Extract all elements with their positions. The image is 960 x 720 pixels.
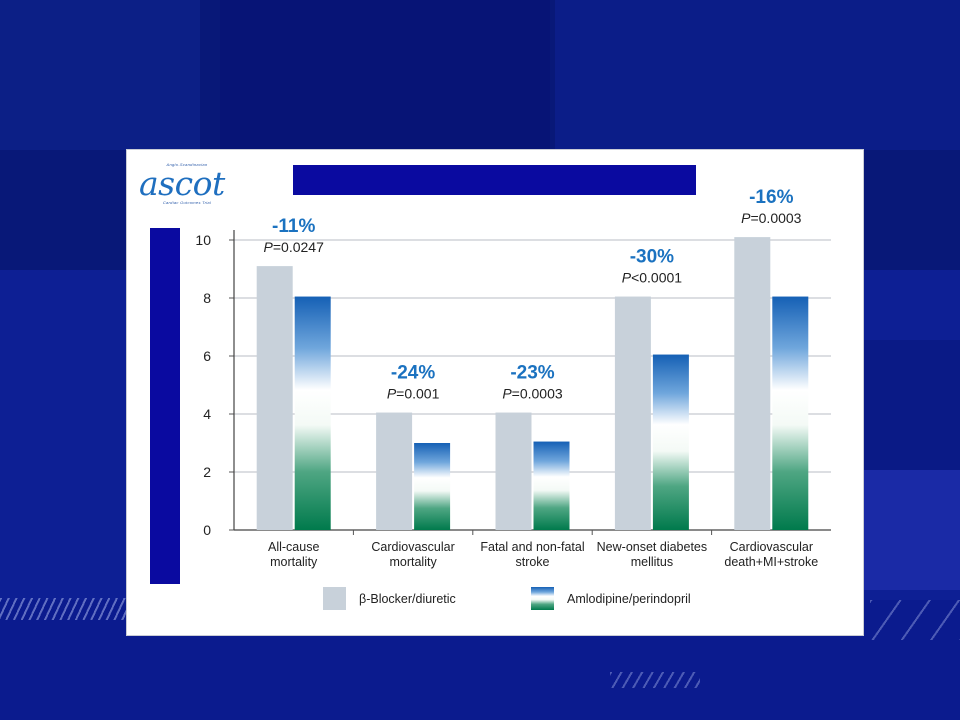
bar-chart: 0246810All-causemortality-11%P=0.0247Car… <box>195 187 831 610</box>
x-category-label: mellitus <box>631 555 673 569</box>
x-category-label: Cardiovascular <box>371 540 454 554</box>
background-block <box>220 0 550 150</box>
y-tick-label: 2 <box>203 464 211 480</box>
bar-amlodipine <box>294 296 331 530</box>
bar-amlodipine <box>533 441 570 530</box>
bar-beta-blocker <box>495 412 532 530</box>
x-category-label: Fatal and non-fatal <box>480 540 584 554</box>
x-category-label: Cardiovascular <box>730 540 813 554</box>
background-block <box>860 340 960 470</box>
y-tick-label: 10 <box>195 232 211 248</box>
bar-amlodipine <box>652 354 689 530</box>
legend-label-amlodipine: Amlodipine/perindopril <box>567 592 691 606</box>
percent-change-label: -11% <box>272 216 315 237</box>
bar-beta-blocker <box>614 296 651 530</box>
legend-swatch-amlodipine <box>531 587 554 610</box>
chart-title-placeholder <box>293 165 696 195</box>
bar-amlodipine <box>772 296 809 530</box>
ascot-logo: Anglo-Scandinavian ascot Cardiac Outcome… <box>137 160 237 208</box>
chart-panel: Anglo-Scandinavian ascot Cardiac Outcome… <box>126 149 864 636</box>
x-category-label: stroke <box>515 555 549 569</box>
decorative-stripes <box>870 600 960 640</box>
p-value-label: P=0.0247 <box>264 239 325 255</box>
x-category-label: All-cause <box>268 540 319 554</box>
x-category-label: New-onset diabetes <box>597 540 707 554</box>
x-category-label: mortality <box>389 555 437 569</box>
background-block <box>0 0 200 150</box>
percent-change-label: -30% <box>630 247 674 268</box>
legend-swatch-beta-blocker <box>323 587 346 610</box>
logo-tagline-top: Anglo-Scandinavian <box>166 162 208 167</box>
y-tick-label: 0 <box>203 522 211 538</box>
bar-amlodipine <box>414 443 451 530</box>
legend-label-beta-blocker: β-Blocker/diuretic <box>359 592 456 606</box>
bar-beta-blocker <box>376 412 413 530</box>
y-axis-label-placeholder <box>150 228 180 584</box>
percent-change-label: -23% <box>510 363 554 384</box>
p-value-label: P=0.001 <box>387 386 440 402</box>
decorative-stripes <box>610 672 700 688</box>
x-category-label: mortality <box>270 555 318 569</box>
percent-change-label: -16% <box>749 187 793 208</box>
background-block <box>860 470 960 590</box>
logo-wordmark: ascot <box>139 164 225 203</box>
bar-beta-blocker <box>734 237 771 530</box>
x-category-label: death+MI+stroke <box>724 555 818 569</box>
bar-beta-blocker <box>256 266 293 530</box>
decorative-stripes <box>0 598 130 620</box>
percent-change-label: -24% <box>391 363 435 384</box>
p-value-label: P<0.0001 <box>622 270 683 286</box>
p-value-label: P=0.0003 <box>741 210 802 226</box>
p-value-label: P=0.0003 <box>502 386 563 402</box>
y-tick-label: 6 <box>203 348 211 364</box>
logo-tagline-bottom: Cardiac Outcomes Trial <box>162 200 212 205</box>
y-tick-label: 8 <box>203 290 211 306</box>
y-tick-label: 4 <box>203 406 211 422</box>
background-block <box>555 0 960 150</box>
